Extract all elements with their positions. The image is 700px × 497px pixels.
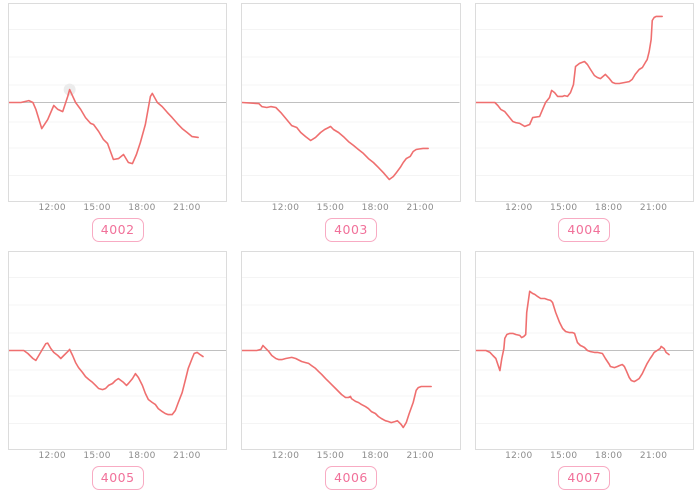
x-tick-label: 21:00 [639,203,668,213]
x-tick-label: 12:00 [505,203,533,213]
line-chart-svg [9,29,227,176]
x-tick-label: 12:00 [505,451,533,461]
x-axis-4007: 12:00 15:00 18:00 21:00 [475,450,694,463]
line-chart-svg [9,277,227,424]
chart-code-badge-4007[interactable]: 4007 [558,466,611,490]
x-tick-label: 15:00 [83,451,111,461]
chart-cell-4002: 4002 12:00 15:00 18:00 21:00 4002 [0,0,233,248]
x-axis-4003: 12:00 15:00 18:00 21:00 [241,202,460,215]
sparkline-plot-4005[interactable] [8,251,228,450]
x-tick-label: 15:00 [550,451,578,461]
line-chart-svg [475,277,693,424]
x-axis-4005: 12:00 15:00 18:00 21:00 [8,450,227,463]
x-tick-label: 15:00 [550,203,578,213]
clipped-chart-title: 4003 [241,0,460,3]
x-tick-label: 18:00 [361,203,390,213]
chart-code-badge-4004[interactable]: 4004 [558,218,611,242]
sparkline-plot-4002[interactable] [8,3,228,202]
x-tick-label: 12:00 [271,203,300,213]
price-line [242,101,430,181]
clipped-chart-title: 4002 [8,0,227,3]
chart-code-badge-4006[interactable]: 4006 [325,466,377,490]
badge-row: 4005 [8,463,227,496]
x-tick-label: 18:00 [128,451,156,461]
chart-cell-4006: 4006 12:00 15:00 18:00 21:00 4006 [233,248,466,497]
x-tick-label: 15:00 [316,451,345,461]
clipped-chart-title: 4005 [8,248,227,251]
clipped-chart-title: 4007 [475,248,694,251]
x-tick-label: 21:00 [173,451,201,461]
x-tick-label: 21:00 [406,203,434,213]
price-line [9,88,199,165]
price-line [475,15,663,128]
x-tick-label: 12:00 [271,451,300,461]
x-axis-4004: 12:00 15:00 18:00 21:00 [475,202,694,215]
badge-row: 4007 [475,463,694,496]
price-line [475,290,670,383]
chart-cell-4004: 4004 12:00 15:00 18:00 21:00 4004 [467,0,700,248]
x-axis-4006: 12:00 15:00 18:00 21:00 [241,450,460,463]
x-tick-label: 18:00 [594,203,623,213]
badge-row: 4002 [8,215,227,248]
chart-cell-4003: 4003 12:00 15:00 18:00 21:00 4003 [233,0,466,248]
chart-cell-4005: 4005 12:00 15:00 18:00 21:00 4005 [0,248,233,497]
clipped-chart-title: 4006 [241,248,460,251]
x-tick-label: 21:00 [406,451,434,461]
clipped-chart-title: 4004 [475,0,694,3]
chart-code-badge-4003[interactable]: 4003 [325,218,377,242]
chart-code-badge-4005[interactable]: 4005 [91,466,144,490]
sparkline-plot-4003[interactable] [241,3,461,202]
sparkline-plot-4007[interactable] [474,251,694,450]
chart-code-badge-4002[interactable]: 4002 [91,218,144,242]
sparkline-plot-4004[interactable] [474,3,694,202]
x-tick-label: 15:00 [316,203,345,213]
x-tick-label: 12:00 [38,451,66,461]
x-tick-label: 18:00 [361,451,390,461]
x-tick-label: 21:00 [173,203,201,213]
price-line [9,342,204,416]
chart-cell-4007: 4007 12:00 15:00 18:00 21:00 4007 [467,248,700,497]
x-tick-label: 12:00 [38,203,66,213]
line-chart-svg [242,277,460,429]
price-line [242,344,433,429]
x-tick-label: 18:00 [594,451,623,461]
badge-row: 4006 [241,463,460,496]
line-chart-svg [242,29,460,181]
badge-row: 4004 [475,215,694,248]
x-tick-label: 15:00 [83,203,111,213]
x-axis-4002: 12:00 15:00 18:00 21:00 [8,202,227,215]
x-tick-label: 18:00 [128,203,156,213]
line-chart-svg [475,15,693,176]
badge-row: 4003 [241,215,460,248]
x-tick-label: 21:00 [639,451,668,461]
sparkline-plot-4006[interactable] [241,251,461,450]
